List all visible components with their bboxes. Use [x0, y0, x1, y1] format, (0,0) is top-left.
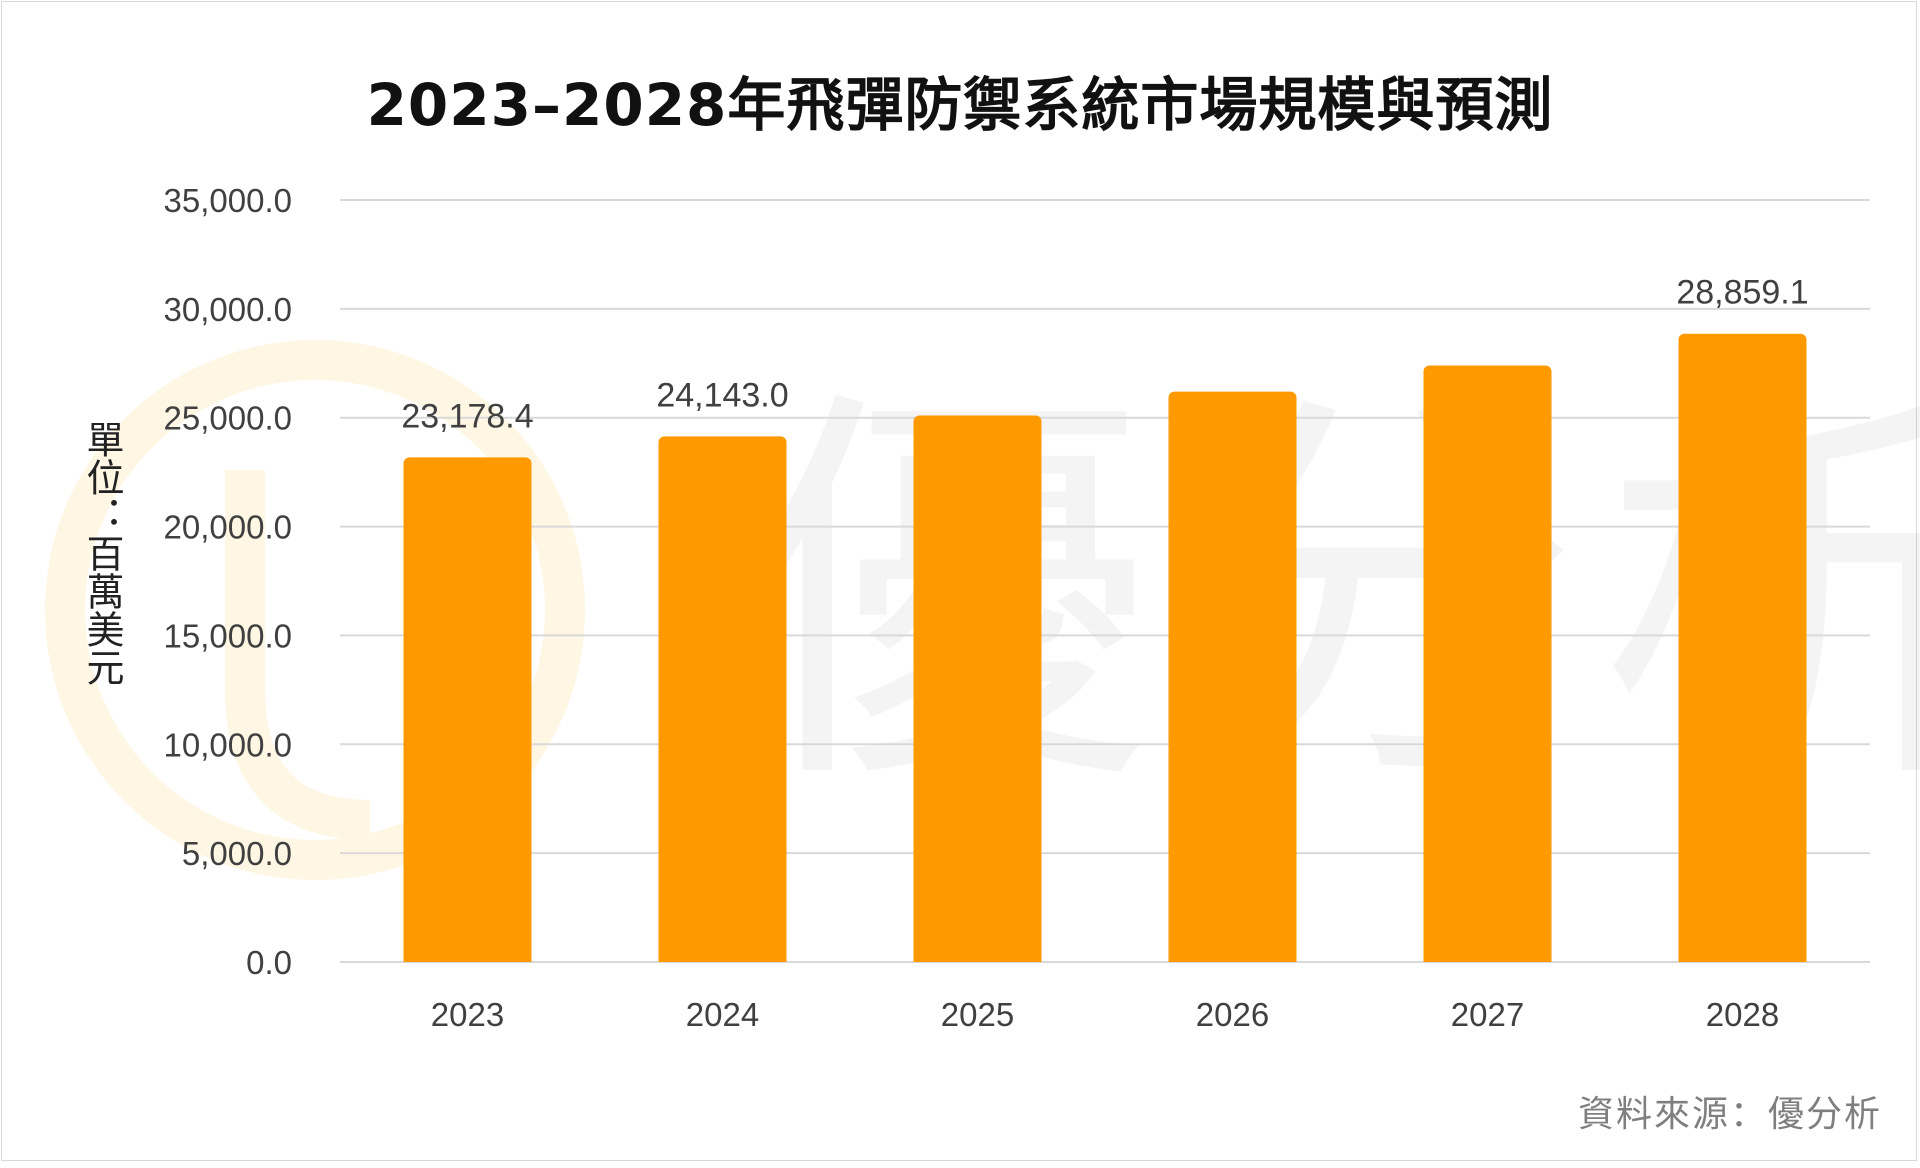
x-tick-label: 2023: [431, 996, 504, 1033]
y-tick-label: 25,000.0: [164, 400, 292, 437]
y-tick-label: 30,000.0: [164, 291, 292, 328]
bar: [1678, 333, 1807, 962]
y-tick-label: 15,000.0: [164, 617, 292, 654]
bar: [403, 457, 532, 962]
bars: [403, 333, 1807, 963]
y-tick-label: 10,000.0: [164, 726, 292, 763]
x-tick-label: 2025: [941, 996, 1014, 1033]
bar-base: [658, 954, 787, 962]
bar-base: [1168, 954, 1297, 962]
bar: [658, 436, 787, 962]
bar-base: [403, 954, 532, 962]
bar-base: [1423, 954, 1552, 962]
x-tick-label: 2024: [686, 996, 759, 1033]
x-tick-label: 2027: [1451, 996, 1524, 1033]
x-tick-label: 2026: [1196, 996, 1269, 1033]
y-tick-label: 5,000.0: [182, 835, 292, 872]
data-label: 24,143.0: [656, 376, 788, 414]
gridlines: [340, 199, 1870, 963]
y-axis-title: 單位：百萬美元: [80, 420, 124, 686]
y-tick-label: 20,000.0: [164, 509, 292, 546]
data-label: 23,178.4: [401, 397, 533, 435]
bar: [1423, 365, 1552, 962]
y-tick-label: 35,000.0: [164, 182, 292, 219]
x-axis-ticks: 2023 2024 2025 2026 2027 2028: [431, 996, 1779, 1033]
bar: [913, 415, 1042, 963]
chart-title: 2023–2028年飛彈防禦系統市場規模與預測: [366, 71, 1554, 139]
x-tick-label: 2028: [1706, 996, 1779, 1033]
y-tick-label: 0.0: [246, 944, 292, 981]
y-axis-ticks: 0.0 5,000.0 10,000.0 15,000.0 20,000.0 25,000…: [164, 182, 292, 981]
source-note: 資料來源：優分析: [1577, 1094, 1882, 1135]
data-label: 28,859.1: [1676, 274, 1808, 312]
data-labels: 23,178.4 24,143.0 28,859.1: [401, 274, 1808, 436]
bar: [1168, 391, 1297, 962]
bar-base: [913, 954, 1042, 962]
bar-base: [1678, 954, 1807, 962]
